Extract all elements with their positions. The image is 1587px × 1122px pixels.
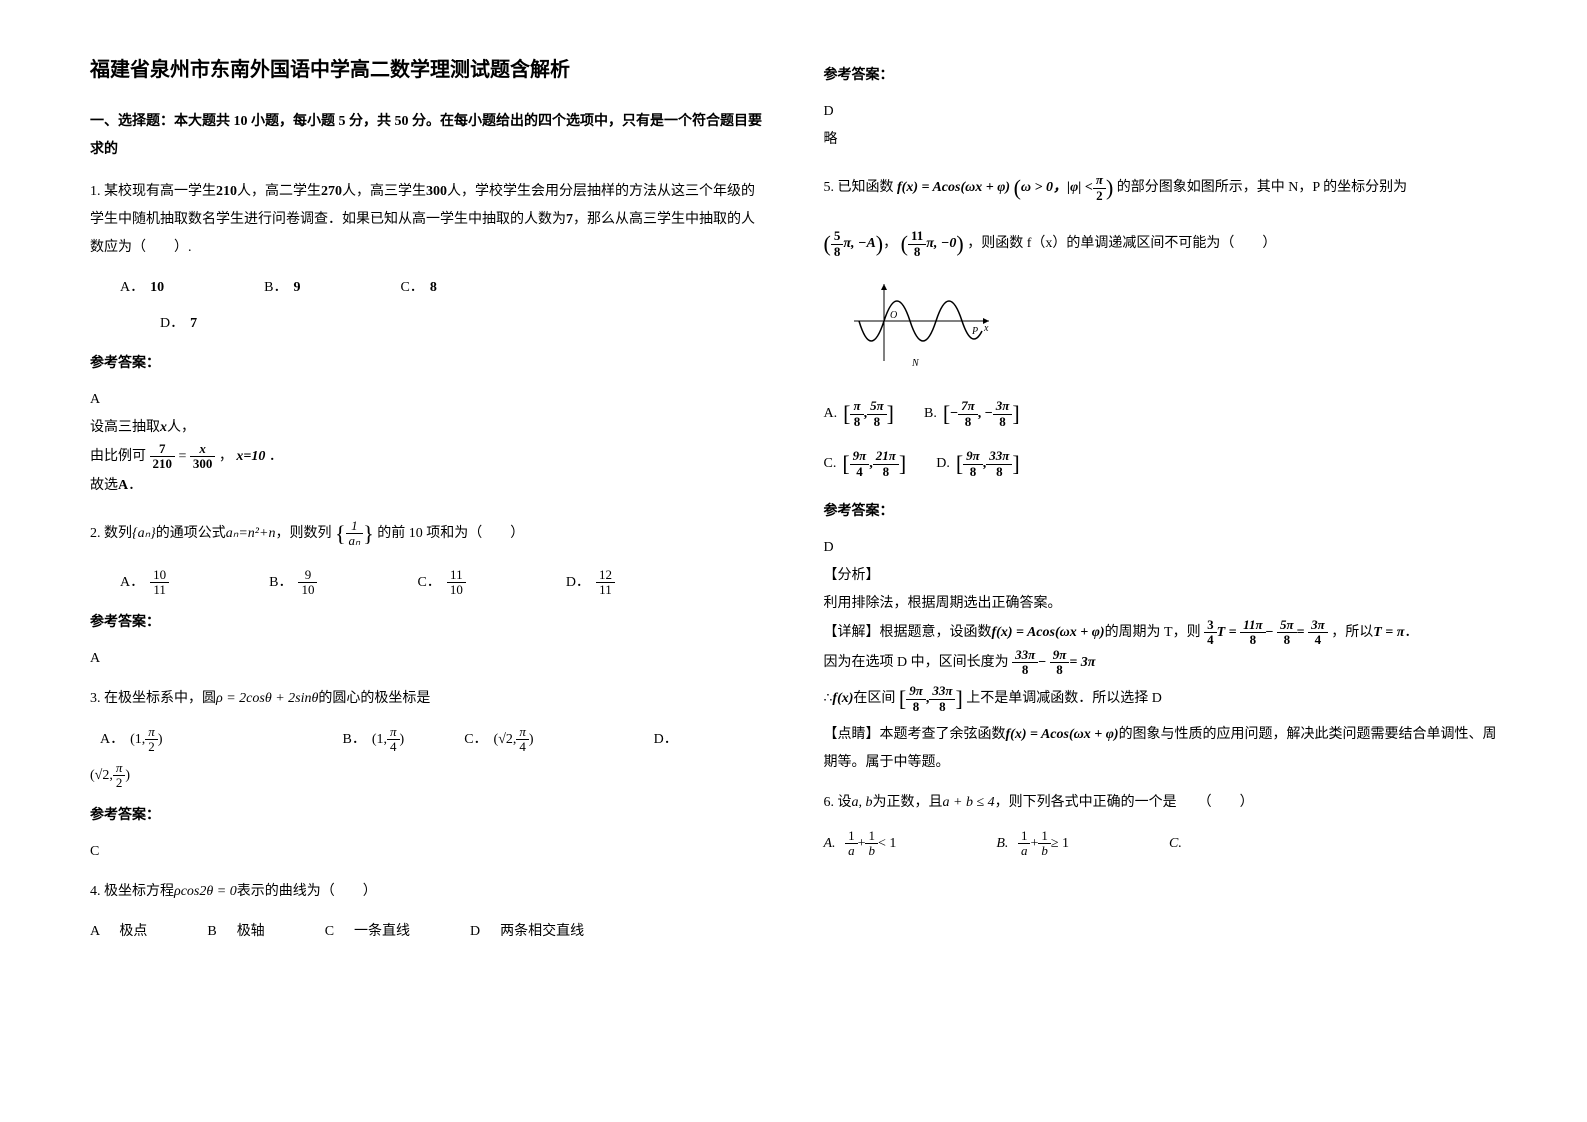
svg-text:x: x — [983, 323, 989, 334]
q4-answer-label: 参考答案： — [824, 62, 1498, 90]
q1-sol-line1: 设高三抽取x人， — [90, 414, 764, 442]
q1-sol-line3: 故选A． — [90, 472, 764, 500]
q2-options: A．1011 B．910 C．1110 D．1211 — [120, 568, 764, 598]
q1-optD-row: D．7 — [120, 310, 764, 338]
q6-optA: A. 1a+1b< 1 — [824, 829, 897, 859]
q5-optA: A.[π8,5π8] — [824, 392, 895, 436]
q5-optC: C.[9π4,21π8] — [824, 442, 907, 486]
q4-optC: C 一条直线 — [325, 918, 410, 946]
q5-points: (58π, −A)， (118π, −0) ，则函数 f（x）的单调递减区间不可… — [824, 222, 1498, 266]
q5-analysis: 利用排除法，根据周期选出正确答案。 — [824, 590, 1498, 618]
right-column: 参考答案： D 略 5. 已知函数 f(x) = Acos(ωx + φ) (ω… — [824, 50, 1498, 1072]
question-4: 4. 极坐标方程ρcos2θ = 0表示的曲线为（ ） — [90, 878, 764, 906]
q6-optC: C. — [1169, 830, 1188, 858]
svg-text:P: P — [971, 326, 978, 337]
q5-graph: O P N x — [844, 276, 1498, 382]
section-header: 一、选择题：本大题共 10 小题，每小题 5 分，共 50 分。在每小题给出的四… — [90, 108, 764, 164]
q1-optB: B．9 — [264, 274, 300, 302]
q1-optD: D．7 — [120, 316, 197, 331]
q4-extra: 略 — [824, 126, 1498, 154]
question-5: 5. 已知函数 f(x) = Acos(ωx + φ) (ω > 0，|φ| <… — [824, 166, 1498, 210]
q3-optD: (√2,π2) — [90, 761, 764, 791]
q4-optA: A 极点 — [90, 918, 147, 946]
q3-options-row1: A．(1,π2) B．(1,π4) C．(√2,π4) D． — [90, 725, 764, 755]
q3-optD-label: D． — [654, 726, 684, 754]
q4-options: A 极点 B 极轴 C 一条直线 D 两条相交直线 — [90, 918, 764, 946]
q5-line2: 因为在选项 D 中，区间长度为 33π8− 9π8= 3π — [824, 648, 1498, 678]
q5-answer: D — [824, 534, 1498, 562]
q1-answer: A — [90, 386, 764, 414]
q1-options: A．10 B．9 C．8 — [120, 274, 764, 302]
q2-optD: D．1211 — [566, 568, 615, 598]
page-title: 福建省泉州市东南外国语中学高二数学理测试题含解析 — [90, 50, 764, 90]
question-3: 3. 在极坐标系中，圆ρ = 2cosθ + 2sinθ的圆心的极坐标是 — [90, 685, 764, 713]
q6-options: A. 1a+1b< 1 B. 1a+1b≥ 1 C. — [824, 829, 1498, 859]
q5-optD: D.[9π8,33π8] — [936, 442, 1020, 486]
question-2: 2. 数列{aₙ}的通项公式aₙ=n²+n，则数列 {1aₙ} 的前 10 项和… — [90, 512, 764, 556]
q4-optD: D 两条相交直线 — [470, 918, 584, 946]
q6-optB: B. 1a+1b≥ 1 — [996, 829, 1069, 859]
q2-optC: C．1110 — [417, 568, 465, 598]
q1-optA: A．10 — [120, 274, 164, 302]
q3-optC: C．(√2,π4) — [464, 725, 533, 755]
q4-answer: D — [824, 98, 1498, 126]
q1-sol-line2: 由比例可 7210 = x300 ， x=10 ． — [90, 442, 764, 472]
svg-text:O: O — [890, 310, 897, 321]
q5-detail: 【详解】根据题意，设函数f(x) = Acos(ωx + φ)的周期为 T，则 … — [824, 618, 1498, 648]
q2-optB: B．910 — [269, 568, 317, 598]
q5-line3: ∴f(x)在区间 [9π8,33π8] 上不是单调减函数．所以选择 D — [824, 677, 1498, 721]
question-6: 6. 设a, b为正数，且a + b ≤ 4，则下列各式中正确的一个是 （ ） — [824, 789, 1498, 817]
svg-text:N: N — [911, 358, 920, 369]
question-1: 1. 某校现有高一学生210人，高二学生270人，高三学生300人，学校学生会用… — [90, 178, 764, 262]
q5-analysis-label: 【分析】 — [824, 562, 1498, 590]
q5-answer-label: 参考答案： — [824, 498, 1498, 526]
q1-answer-label: 参考答案： — [90, 350, 764, 378]
q1-optC: C．8 — [400, 274, 436, 302]
q3-answer-label: 参考答案： — [90, 802, 764, 830]
q5-optB: B.[−7π8, −3π8] — [924, 392, 1020, 436]
q5-note: 【点睛】本题考查了余弦函数f(x) = Acos(ωx + φ)的图象与性质的应… — [824, 721, 1498, 777]
q2-answer: A — [90, 645, 764, 673]
q3-optA: A．(1,π2) — [100, 725, 162, 755]
q3-optB: B．(1,π4) — [342, 725, 404, 755]
q5-options-row2: C.[9π4,21π8] D.[9π8,33π8] — [824, 442, 1498, 486]
q4-optB: B 极轴 — [207, 918, 264, 946]
q1-text: 1. 某校现有高一学生210人，高二学生270人，高三学生300人，学校学生会用… — [90, 184, 755, 255]
q2-answer-label: 参考答案： — [90, 609, 764, 637]
q2-optA: A．1011 — [120, 568, 169, 598]
left-column: 福建省泉州市东南外国语中学高二数学理测试题含解析 一、选择题：本大题共 10 小… — [90, 50, 764, 1072]
q5-options-row1: A.[π8,5π8] B.[−7π8, −3π8] — [824, 392, 1498, 436]
q3-answer: C — [90, 838, 764, 866]
